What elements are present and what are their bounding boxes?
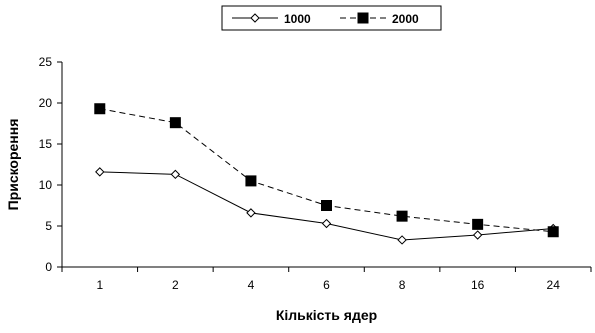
data-point-2000 [245,175,257,187]
legend-marker-1000 [250,13,260,23]
series-2000 [94,103,559,238]
legend-label-1000: 1000 [284,12,311,26]
x-tick-label: 16 [471,278,485,292]
data-point-1000 [321,218,332,229]
legend-label-2000: 2000 [392,12,419,26]
series-1000 [95,167,558,245]
x-tick-label: 24 [547,278,561,292]
data-point-1000 [170,169,181,180]
x-tick-label: 8 [399,278,406,292]
legend-marker-2000 [357,12,369,24]
data-point-2000 [547,226,559,238]
y-tick-label: 25 [39,55,53,69]
legend: 1000 2000 [221,5,442,31]
data-point-1000 [472,230,483,240]
y-tick-label: 20 [39,96,53,110]
x-tick-label: 4 [248,278,255,292]
data-point-1000 [397,235,407,245]
x-axis-title: Кількість ядер [276,307,377,323]
y-axis-title: Прискорення [5,119,21,211]
data-point-2000 [321,200,332,211]
series-line-2000 [99,108,554,233]
series-lines [94,103,559,245]
y-tick-label: 10 [39,178,53,192]
data-point-1000 [246,208,256,218]
x-tick-label: 6 [323,278,330,292]
data-point-2000 [169,117,181,129]
x-tick-label: 1 [96,278,103,292]
data-point-1000 [95,167,105,177]
y-tick-label: 15 [39,137,53,151]
y-tick-label: 5 [45,219,52,233]
data-point-2000 [94,103,106,115]
data-point-2000 [472,218,484,230]
data-point-2000 [396,210,408,222]
y-tick-label: 0 [45,260,52,274]
x-tick-label: 2 [172,278,179,292]
